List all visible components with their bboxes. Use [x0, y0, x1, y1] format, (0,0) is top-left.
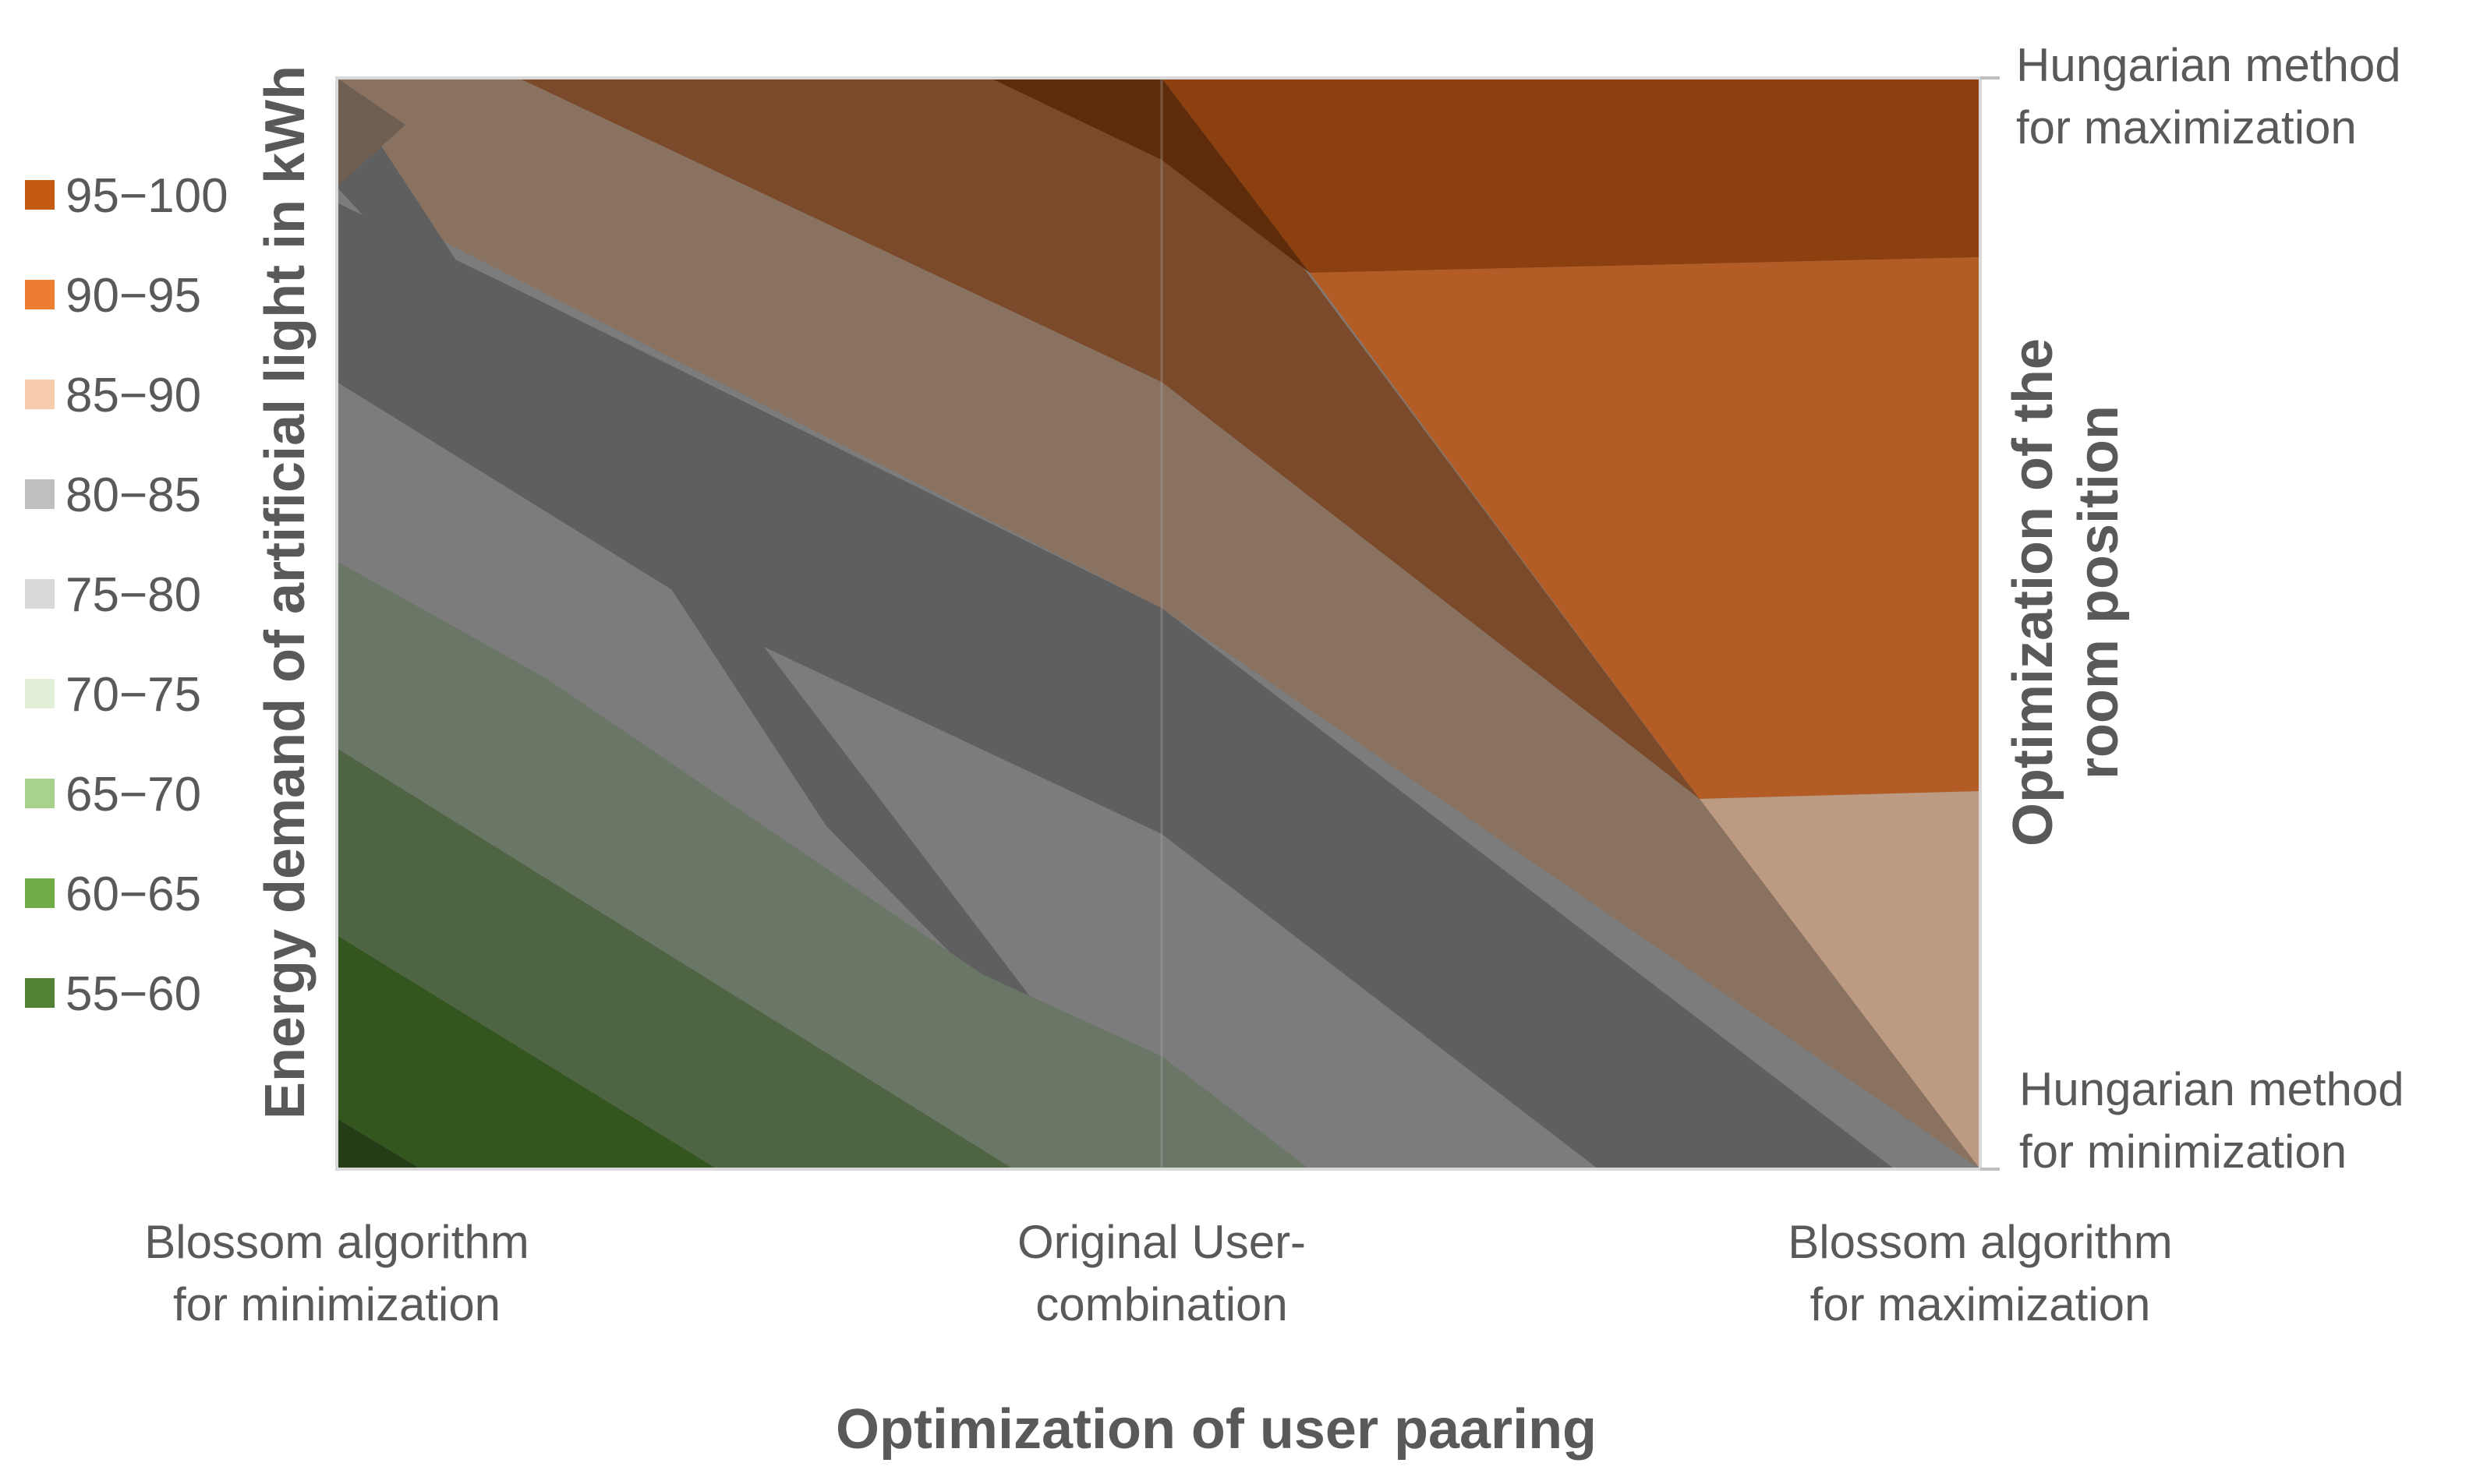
x-tick-label-2-1: for maximization: [1810, 1278, 2151, 1330]
legend-swatch-6: [25, 779, 55, 808]
surface-area: [337, 78, 1980, 1169]
depth-tick-label-0-1: for minimization: [2019, 1125, 2347, 1178]
x-tick-label-1-0: Original User-: [1017, 1216, 1306, 1268]
depth-axis-title-line-2: room position: [2068, 405, 2130, 779]
band-dark-corner: [337, 78, 405, 187]
legend-label-8: 55−60: [65, 967, 201, 1021]
band-60-65: [337, 935, 717, 1169]
depth-tick-label-1-0: Hungarian method: [2016, 39, 2401, 91]
x-tick-labels: Blossom algorithm for minimization Origina…: [144, 1216, 2173, 1330]
depth-tick-labels: Hungarian method for minimization Hungaria…: [2016, 39, 2404, 1178]
legend-swatch-4: [25, 579, 55, 609]
x-tick-label-0-1: for minimization: [173, 1278, 501, 1330]
legend-label-1: 90−95: [65, 269, 201, 323]
band-75-80-left: [337, 203, 1894, 1169]
legend-label-2: 85−90: [65, 369, 201, 422]
band-95-100-right: [1162, 78, 1980, 273]
depth-axis-title: Optimization of the room position: [2002, 338, 2130, 846]
band-95-100-sliver: [990, 78, 1310, 273]
band-65-70: [337, 748, 1014, 1169]
y-axis-title: Energy demand of artificial light in kWh: [254, 65, 317, 1119]
x-axis-title: Optimization of user paaring: [836, 1398, 1597, 1461]
legend-swatch-5: [25, 679, 55, 708]
legend-swatch-2: [25, 380, 55, 409]
legend-label-7: 60−65: [65, 867, 201, 921]
plot-frame: [335, 76, 1982, 1171]
band-55-60: [337, 1118, 421, 1169]
band-90-95: [518, 78, 1700, 799]
band-85-90-right: [1700, 791, 1980, 1169]
x-tick-label-0-0: Blossom algorithm: [144, 1216, 529, 1268]
legend-swatch-0: [25, 180, 55, 210]
legend-label-3: 80−85: [65, 468, 201, 522]
band-90-95-right: [1310, 257, 1980, 799]
legend-label-0: 95−100: [65, 169, 228, 223]
legend-swatch-7: [25, 878, 55, 908]
legend: 95−100 90−95 85−90 80−85 75−80 70−75 65−70 60−6…: [25, 169, 228, 1021]
band-80-85-mid: [764, 647, 1598, 1169]
band-70-75: [337, 561, 1310, 1169]
legend-label-6: 65−70: [65, 768, 201, 822]
legend-swatch-8: [25, 978, 55, 1008]
depth-axis-title-line-1: Optimization of the: [2002, 338, 2064, 846]
band-85-90: [337, 78, 1980, 1169]
depth-tick-label-1-1: for maximization: [2016, 101, 2357, 154]
x-tick-label-2-0: Blossom algorithm: [1788, 1216, 2173, 1268]
legend-swatch-3: [25, 479, 55, 509]
x-tick-label-1-1: combination: [1035, 1278, 1288, 1330]
legend-swatch-1: [25, 280, 55, 309]
depth-tick-label-0-0: Hungarian method: [2019, 1063, 2404, 1115]
legend-label-4: 75−80: [65, 568, 201, 622]
legend-label-5: 70−75: [65, 668, 201, 722]
